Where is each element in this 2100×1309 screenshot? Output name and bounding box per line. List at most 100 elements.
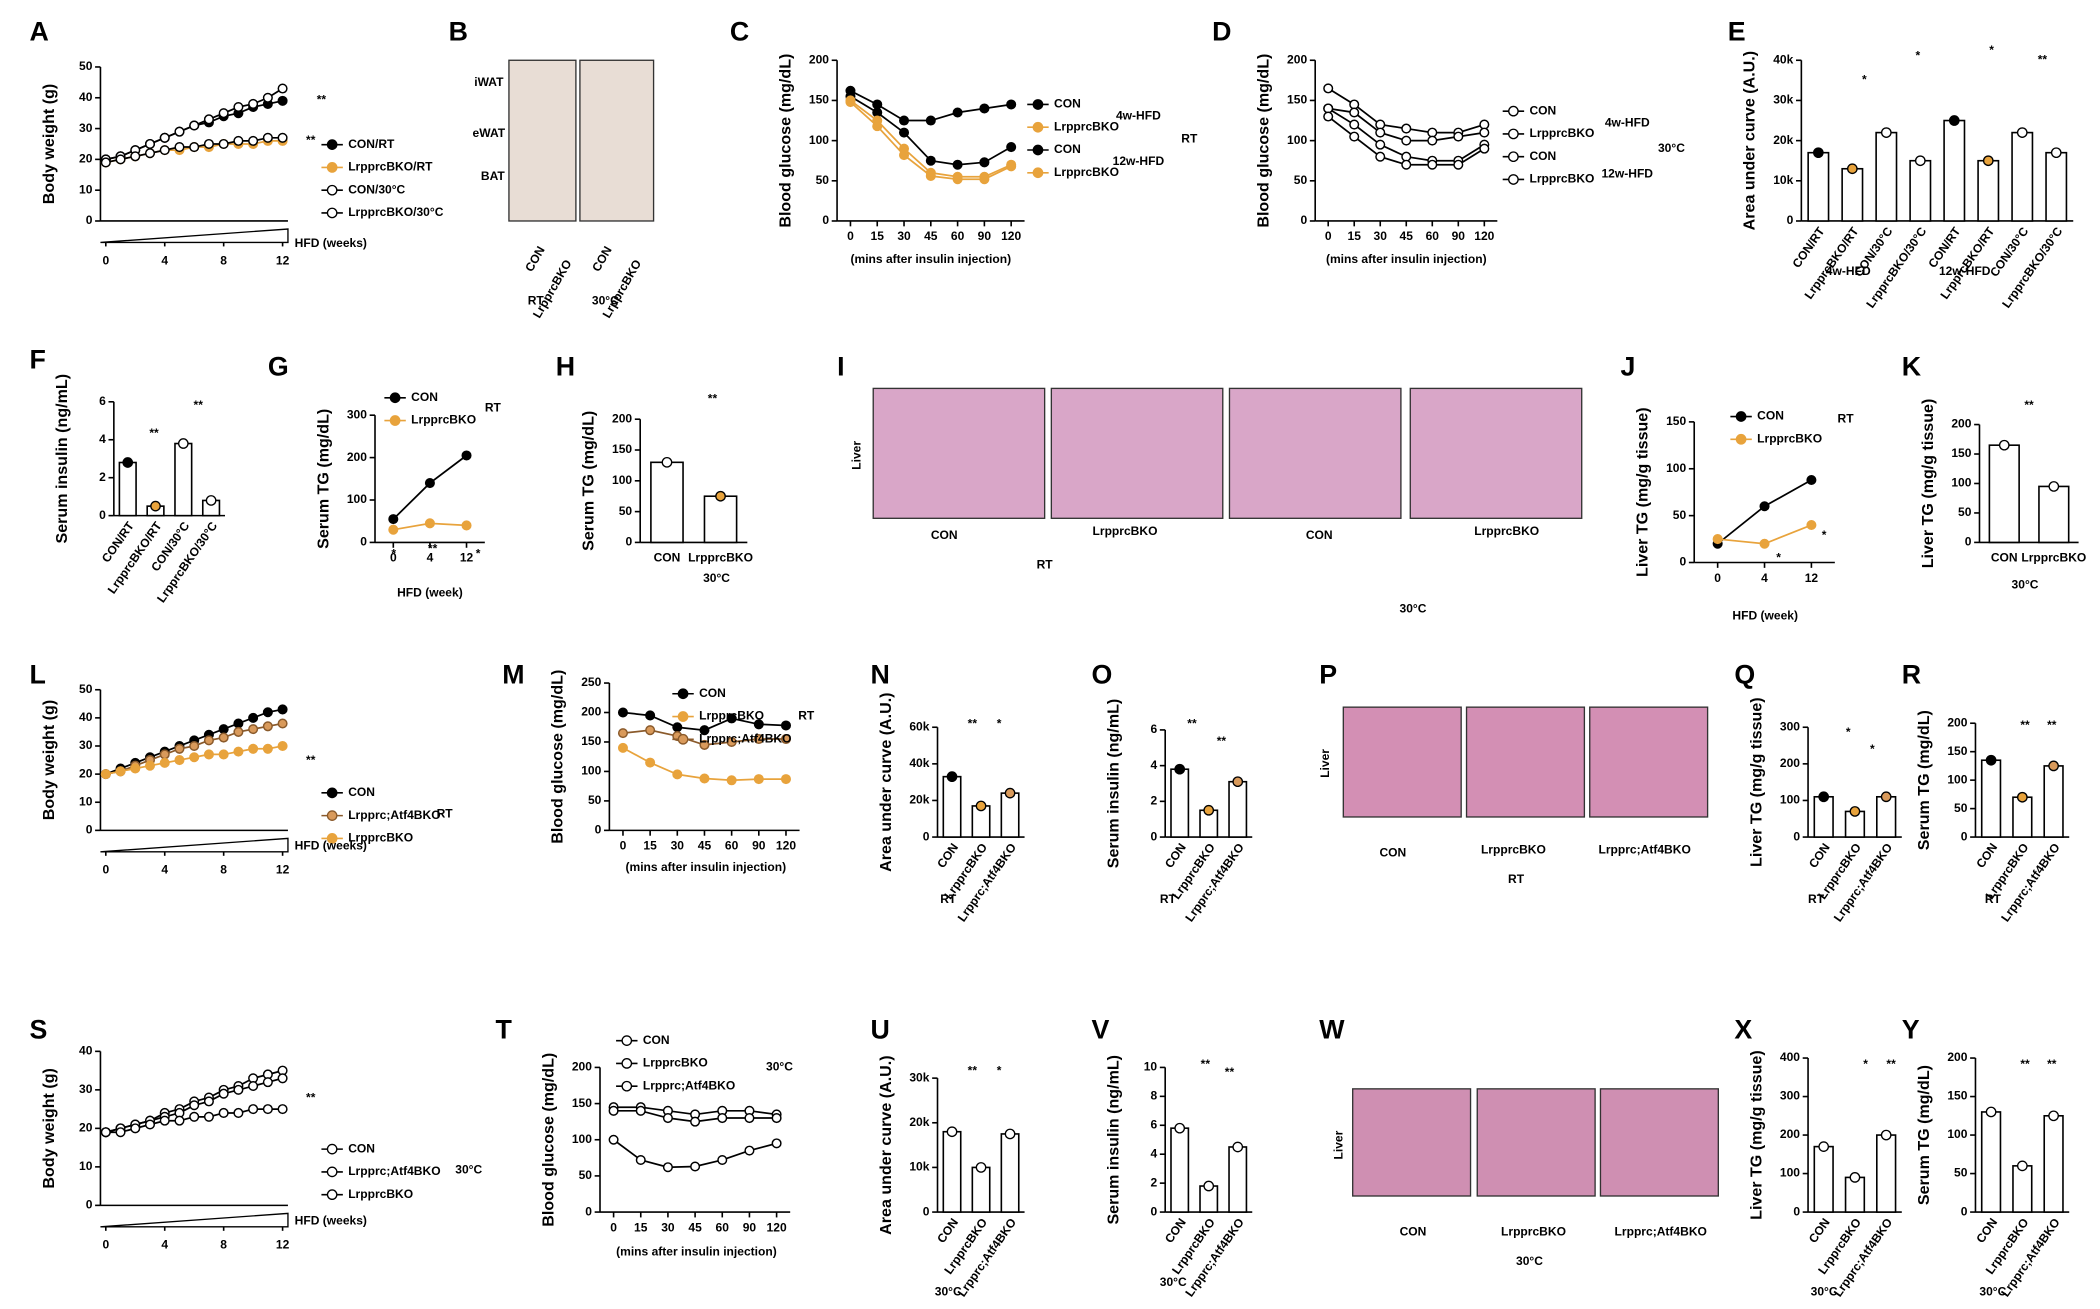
y-axis-label: Liver TG (mg/g tissue) [1747,697,1765,867]
y-tick-label: 4 [1150,758,1157,772]
y-tick-label: 6 [1150,1117,1157,1131]
data-point [780,734,792,745]
data-point [218,732,229,743]
x-axis-label: (mins after insulin injection) [850,252,1011,266]
y-tick-label: 6 [99,394,106,408]
data-point [1323,103,1334,114]
y-axis-label: Serum TG (mg/dL) [580,411,598,551]
bar [1977,159,2000,222]
data-point [690,1116,701,1127]
x-tick-label: 12 [1805,571,1819,585]
data-point [115,766,126,777]
data-point [277,132,288,143]
y-tick-label: 200 [1947,1050,1967,1064]
data-point [1349,107,1360,118]
y-tick-label: 50 [579,1168,593,1182]
data-point [753,734,764,745]
legend-marker [1032,144,1044,156]
y-tick-label: 0 [1787,213,1794,227]
y-tick-label: 300 [1780,719,1800,733]
data-point [262,1104,273,1115]
data-point [115,154,126,165]
annotation: ** [2047,718,2057,732]
y-tick-label: 150 [809,93,829,107]
bar [942,775,962,838]
image-label: RT [528,294,545,308]
y-tick-label: 50 [1294,173,1308,187]
data-point [1806,474,1817,486]
image-label: LrpprcBKO [1501,1224,1566,1238]
data-point [218,108,229,119]
image-label: Lrpprc;Atf4BKO [1615,1224,1707,1238]
y-tick-label: 300 [1780,1089,1800,1103]
legend-label: LrpprcBKO [699,709,764,723]
data-point [130,151,141,162]
micrograph [508,59,577,222]
y-tick-label: 200 [1287,52,1307,66]
data-point [617,742,628,753]
x-tick-label: 30 [661,1220,675,1234]
micrograph [1352,1088,1472,1197]
annotation: 30°C [1979,1285,2006,1299]
x-tick-label: 15 [634,1220,648,1234]
y-tick-label: 150 [1947,1089,1967,1103]
data-point [248,1104,259,1115]
y-axis-label: Serum TG (mg/dL) [1915,1065,1933,1205]
legend-label: Lrpprc;Atf4BKO [348,1164,440,1178]
data-point [218,1107,229,1118]
legend-label: CON/RT [348,137,395,151]
x-tick-label: 45 [924,229,938,243]
mean-dot [2048,760,2059,772]
y-tick-label: 0 [1793,829,1800,843]
annotation: * [1822,528,1827,542]
y-tick-label: 2 [1150,794,1157,808]
data-point [699,773,710,784]
panel-letter: O [1092,659,1113,689]
micrograph [1476,1088,1596,1197]
y-tick-label: 20k [909,1115,929,1129]
y-tick-label: 8 [1150,1089,1157,1103]
image-label: Liver [849,441,863,470]
data-point [925,115,936,126]
data-point [174,126,185,137]
mean-dot [2016,791,2028,803]
data-point [717,1154,728,1166]
annotation: 30°C [455,1163,482,1177]
panel-letter: I [837,351,844,381]
panel-letter: U [871,1014,890,1044]
panel-letter: N [871,659,890,689]
micrograph [1342,706,1462,818]
y-tick-label: 0 [1961,829,1968,843]
y-tick-label: 100 [1947,1127,1967,1141]
annotation: 12w-HFD [1601,166,1653,180]
data-point [952,107,963,118]
data-point [1401,151,1412,162]
legend-marker [677,688,689,700]
annotation: ** [306,133,316,147]
data-point [645,757,656,768]
y-axis-label: Area under curve (A.U.) [1741,51,1759,230]
legend-label: CON [348,1141,375,1155]
y-axis-label: Serum TG (mg/dL) [1915,710,1933,850]
annotation: ** [2024,398,2034,412]
data-point [248,135,259,146]
data-point [262,92,273,103]
data-point [277,1104,288,1115]
y-tick-label: 20k [909,793,929,807]
image-label: CON [589,244,615,274]
y-tick-label: 200 [572,1060,592,1074]
y-tick-label: 4 [99,432,106,446]
bar [1813,795,1834,838]
y-tick-label: 40k [909,756,929,770]
mean-dot [1203,1180,1215,1192]
data-point [899,115,910,126]
data-point [262,721,273,732]
mean-dot [122,457,134,468]
mean-dot [1985,754,1997,766]
annotation: ** [1201,1057,1211,1071]
panel-letter: E [1728,17,1746,47]
x-tick-label: 4 [427,551,434,565]
data-point [277,95,288,106]
data-point [461,450,472,461]
x-tick-label: 45 [688,1220,702,1234]
